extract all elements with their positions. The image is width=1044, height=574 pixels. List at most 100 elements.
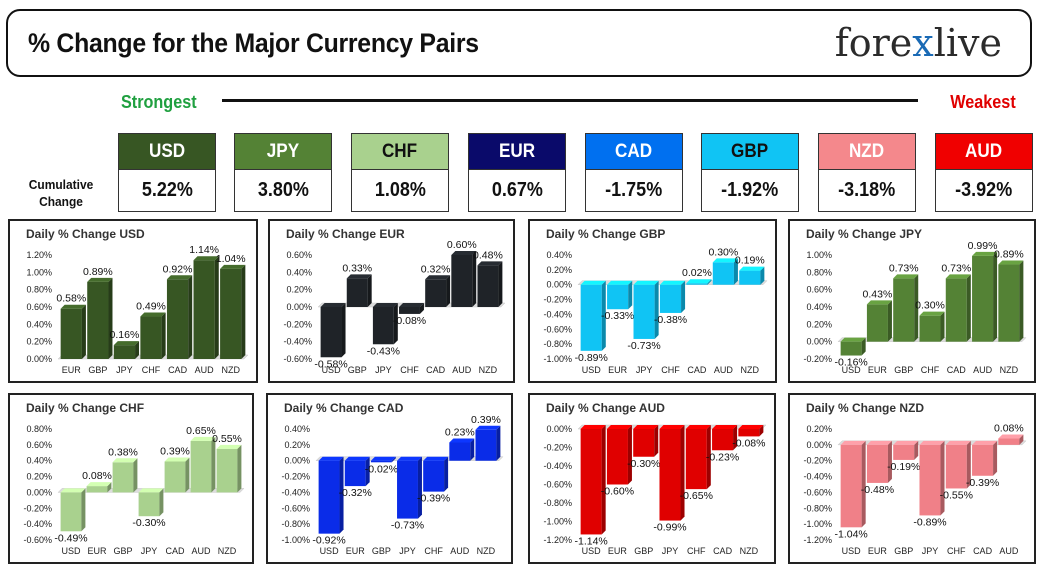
data-label: -0.89% <box>913 516 946 528</box>
bar-side <box>993 251 998 342</box>
bar-chf <box>659 280 686 313</box>
y-tick-label: 0.60% <box>286 250 312 260</box>
bar-top <box>712 258 738 263</box>
y-tick-label: 0.00% <box>26 487 52 497</box>
bar-side <box>966 274 971 342</box>
cumulative-change-label: Cumulative Change <box>28 177 94 209</box>
cumulative-change-text: -1.92% <box>721 179 779 201</box>
bar <box>425 279 447 307</box>
bar <box>712 429 734 451</box>
x-tick-label: CAD <box>426 365 446 375</box>
bar-chf <box>399 303 424 314</box>
bar-top <box>477 261 503 266</box>
bar <box>372 307 394 345</box>
bar-side <box>759 425 764 437</box>
x-tick-label: NZD <box>218 546 237 556</box>
bar <box>346 278 368 307</box>
bar-top <box>840 440 866 445</box>
currency-box-chf: CHF 1.08% <box>351 133 449 212</box>
x-tick-label: NZD <box>477 546 496 556</box>
bar-gbp <box>112 458 138 493</box>
bar-side <box>107 482 112 493</box>
bar-usd <box>320 303 346 358</box>
bar-side <box>393 303 398 345</box>
data-label: 0.99% <box>968 240 998 252</box>
strength-scale-line <box>222 99 918 102</box>
bar <box>866 304 888 342</box>
data-label: 0.55% <box>212 433 242 445</box>
bar-side <box>472 251 477 307</box>
bar <box>164 461 186 493</box>
bar-side <box>417 456 422 519</box>
bar-cad <box>686 279 712 285</box>
bar-top <box>998 434 1024 439</box>
x-tick-label: EUR <box>608 546 628 556</box>
y-tick-label: -0.40% <box>543 461 572 471</box>
data-label: 0.65% <box>186 425 216 437</box>
y-tick-label: 0.40% <box>284 424 310 434</box>
data-label: 0.49% <box>136 301 166 313</box>
chart-panel-2: Daily % Change EUR -0.60% -0.40% -0.20% 0.00… <box>268 219 515 383</box>
bar-aud <box>190 436 216 493</box>
bar-chart: -0.60% -0.40% -0.20% 0.00% 0.20% 0.40% 0.60% -0… <box>283 239 506 375</box>
bar-gbp <box>893 274 919 342</box>
bar-jpy <box>372 303 398 345</box>
x-tick-label: JPY <box>141 546 158 556</box>
forexlive-logo: forexlive <box>834 21 1002 65</box>
bar-cad <box>972 440 998 476</box>
y-tick-label: -0.80% <box>281 519 310 529</box>
x-tick-label: CHF <box>947 546 966 556</box>
currency-code-text: AUD <box>965 140 1003 162</box>
bar-side <box>214 256 219 359</box>
y-tick-label: -0.20% <box>803 456 832 466</box>
bar-chart: -0.20% 0.00% 0.20% 0.40% 0.60% 0.80% 1.00% -0.1… <box>803 240 1027 375</box>
x-tick-label: CHF <box>424 546 443 556</box>
bar-top <box>193 256 219 261</box>
bar-top <box>866 440 892 445</box>
data-label: -0.30% <box>627 458 660 470</box>
currency-code-text: USD <box>148 140 186 162</box>
bar-gbp <box>633 425 659 457</box>
data-label: 0.08% <box>82 470 112 482</box>
bar-top <box>633 280 659 285</box>
bar-side <box>914 274 919 342</box>
bar-side <box>496 425 501 461</box>
data-label: -0.33% <box>601 310 634 322</box>
bar-top <box>972 440 998 445</box>
bar <box>712 262 734 285</box>
y-tick-label: -0.20% <box>283 319 312 329</box>
bar-side <box>367 274 372 307</box>
bar-eur <box>866 440 892 483</box>
data-label: 0.89% <box>994 249 1024 261</box>
bar <box>112 462 134 493</box>
bar <box>475 429 497 461</box>
y-tick-label: 0.40% <box>26 456 52 466</box>
data-label: -0.49% <box>54 532 87 544</box>
y-tick-label: -1.00% <box>543 354 572 364</box>
bar-chf <box>685 425 711 490</box>
bar-top <box>712 425 738 429</box>
bar-eur <box>606 425 632 485</box>
x-tick-label: AUD <box>450 546 470 556</box>
chart-title: Daily % Change JPY <box>806 227 923 241</box>
bar-top <box>659 425 685 429</box>
cumulative-change-value: 3.80% <box>234 170 332 212</box>
data-label: 0.08% <box>994 423 1024 435</box>
x-tick-label: JPY <box>922 546 939 556</box>
cumulative-change-text: 5.22% <box>141 179 193 201</box>
bar <box>193 260 215 359</box>
currency-box-nzd: NZD -3.18% <box>818 133 916 212</box>
bar-side <box>159 488 164 517</box>
bar-side <box>601 425 606 535</box>
bar-side <box>861 440 866 528</box>
bar <box>449 442 471 461</box>
data-label: -0.08% <box>393 315 426 327</box>
y-tick-label: 0.60% <box>26 440 52 450</box>
bar-chf <box>945 440 971 489</box>
cumulative-change-text: 1.08% <box>374 179 426 201</box>
data-label: -0.89% <box>575 352 608 364</box>
bar-top <box>220 264 246 269</box>
bar-gbp <box>893 440 919 460</box>
data-label: 0.48% <box>473 249 503 261</box>
bar-eur <box>344 456 370 487</box>
